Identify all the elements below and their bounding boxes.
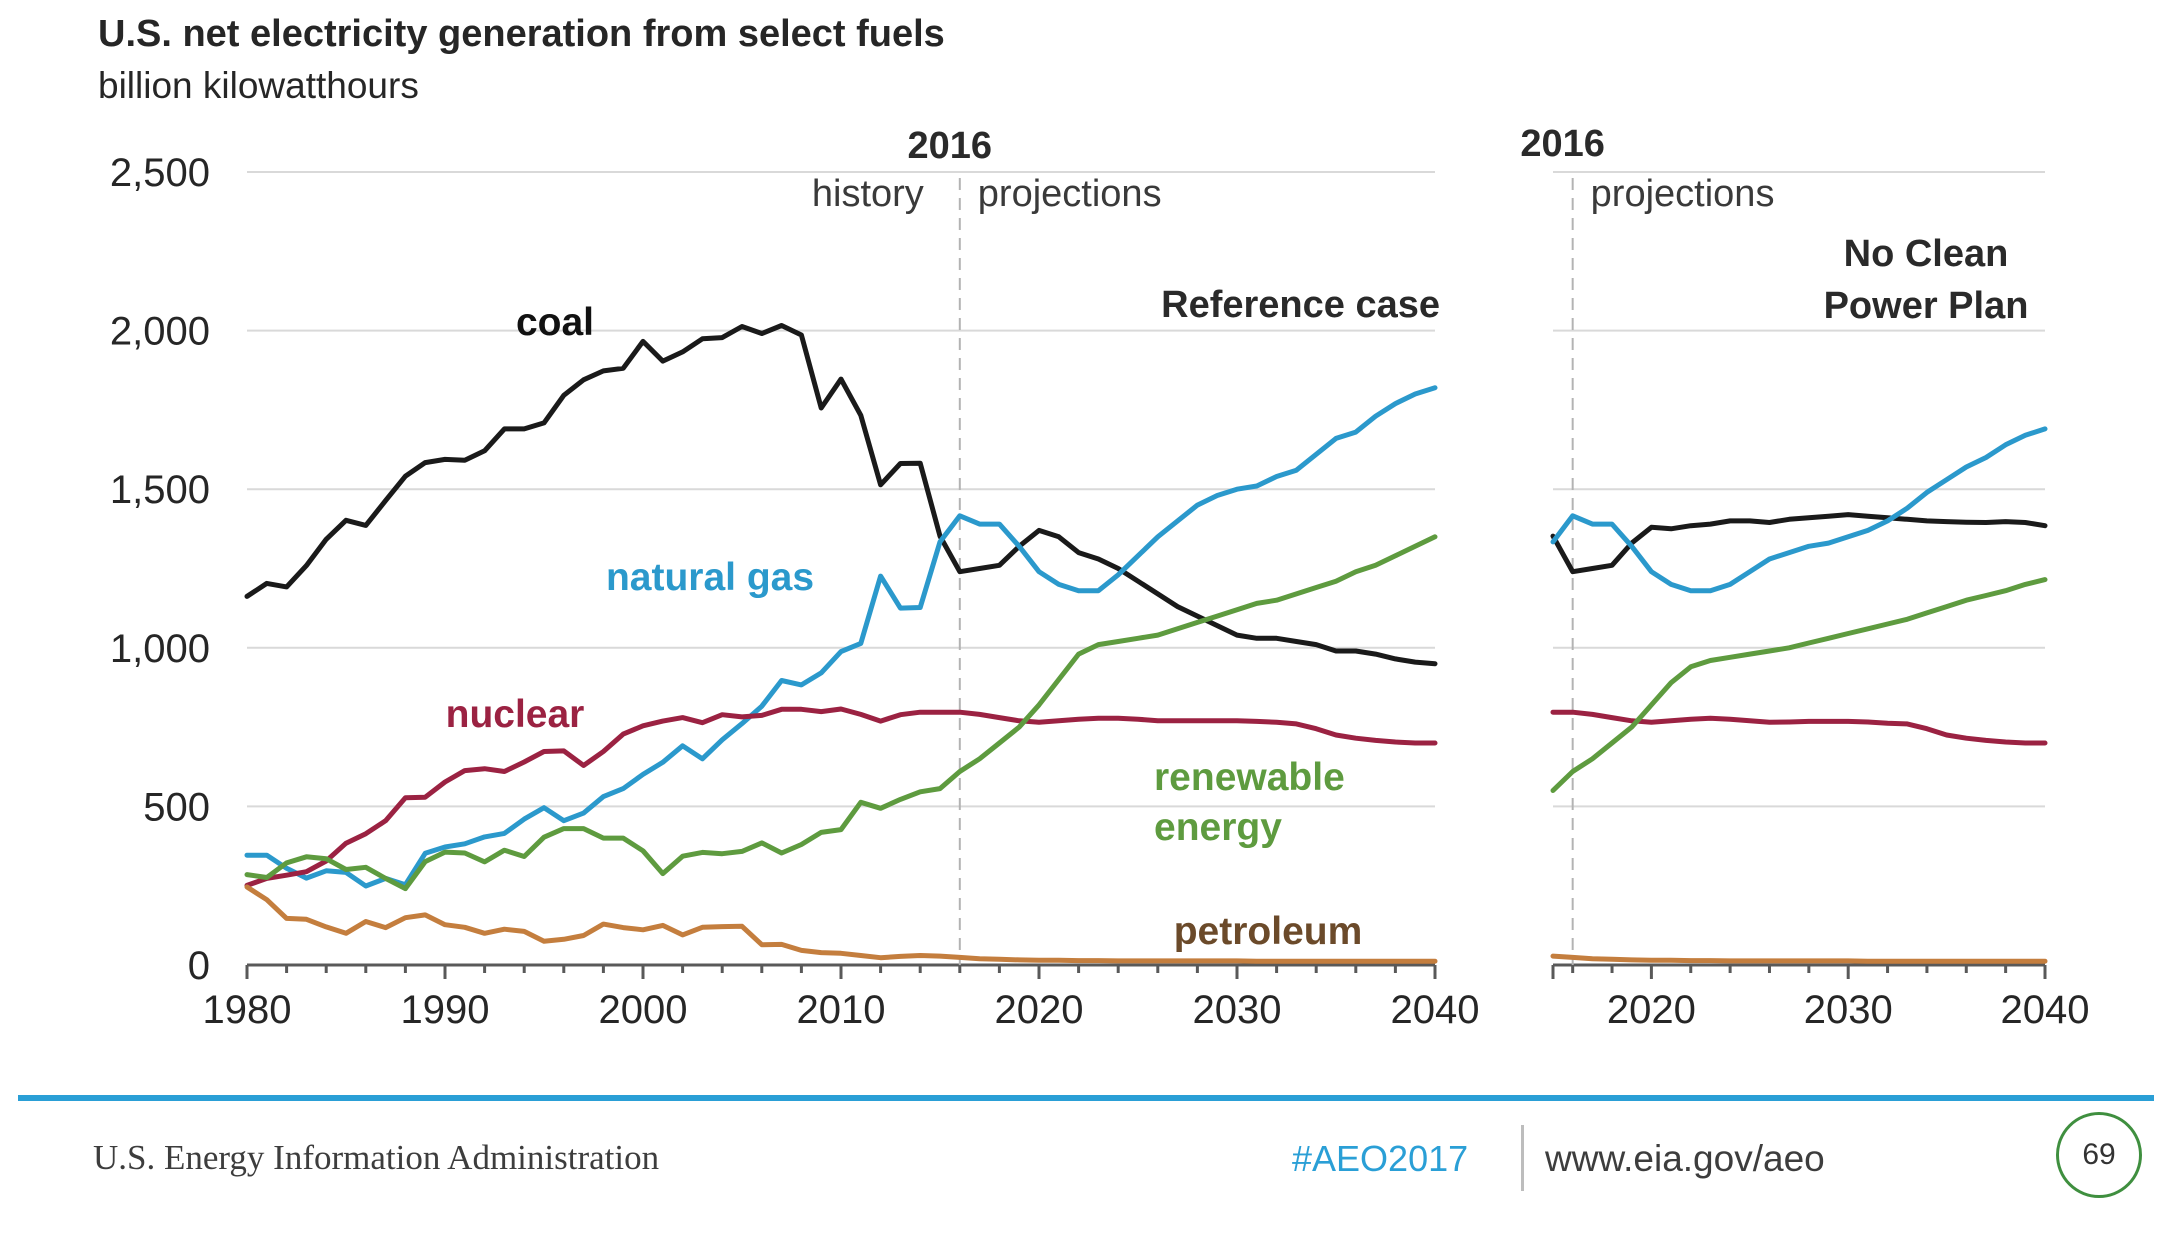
divider-year-label: 2016	[908, 125, 993, 167]
x-tick-label: 2020	[995, 988, 1084, 1032]
panel-title-line: Power Plan	[1824, 285, 2029, 327]
natural-gas-line	[244, 385, 1438, 889]
petroleum-label: petroleum	[1174, 910, 1363, 953]
renewable-label-line: energy	[1154, 806, 1282, 849]
x-tick-label: 2040	[1391, 988, 1480, 1032]
petroleum-line	[244, 884, 1438, 964]
page-number: 69	[2082, 1138, 2116, 1171]
footer-rule	[18, 1095, 2154, 1101]
x-tick-label: 1990	[401, 988, 490, 1032]
y-tick-label: 500	[143, 785, 210, 829]
history-label: history	[812, 173, 924, 215]
petroleum-line	[1550, 953, 2048, 964]
chart-title: U.S. net electricity generation from sel…	[98, 13, 945, 55]
y-tick-label: 0	[188, 944, 210, 988]
footer-separator	[1521, 1125, 1524, 1191]
panel-1-series	[1550, 426, 2048, 964]
natural-gas-label: natural gas	[606, 556, 814, 599]
coal-line	[244, 323, 1438, 667]
y-tick-label: 2,500	[110, 151, 210, 195]
coal-label: coal	[516, 301, 594, 344]
projections-label: projections	[978, 173, 1162, 215]
panel-title-line: No Clean	[1844, 233, 2009, 275]
nuclear-line	[244, 706, 1438, 888]
natural-gas-line	[1550, 426, 2048, 594]
y-tick-label: 1,500	[110, 468, 210, 512]
gridlines	[247, 171, 2045, 808]
y-tick-label: 2,000	[110, 310, 210, 354]
footer-url[interactable]: www.eia.gov/aeo	[1545, 1138, 1825, 1179]
x-tick-label: 2000	[599, 988, 688, 1032]
x-tick-label: 2010	[797, 988, 886, 1032]
chart-subtitle: billion kilowatthours	[98, 65, 419, 106]
divider-year-label: 2016	[1520, 123, 1605, 165]
footer-hashtag[interactable]: #AEO2017	[1292, 1138, 1469, 1179]
series-labels: coal natural gas nuclear petroleum renewable…	[446, 301, 1363, 953]
x-tick-label: 2030	[1804, 988, 1893, 1032]
chart-panels: 1980 1990 2000 2010 2020 2030 2040 2016 history p…	[203, 123, 2090, 1032]
nuclear-label: nuclear	[446, 693, 585, 736]
footer-agency: U.S. Energy Information Administration	[93, 1138, 660, 1177]
panel-no-clean-power-plan: 2020 2030 2040 2016 projections No Clean Power…	[1520, 123, 2089, 1032]
x-tick-label: 2020	[1607, 988, 1696, 1032]
projections-label: projections	[1591, 173, 1775, 215]
x-tick-label: 2040	[2001, 988, 2090, 1032]
panel-reference-case: 1980 1990 2000 2010 2020 2030 2040 2016 history p…	[203, 125, 1480, 1032]
x-tick-label: 2030	[1193, 988, 1282, 1032]
y-tick-label: 1,000	[110, 627, 210, 671]
x-tick-label: 1980	[203, 988, 292, 1032]
series-lines	[244, 323, 2048, 964]
renewable-line	[244, 534, 1438, 892]
y-axis-ticks: 0 500 1,000 1,500 2,000 2,500	[110, 151, 210, 988]
coal-line	[1550, 512, 2048, 575]
renewable-line	[1550, 577, 2048, 793]
panel-0-series	[244, 323, 1438, 964]
nuclear-line	[1550, 709, 2048, 746]
renewable-label-line: renewable	[1154, 756, 1345, 799]
page-number-badge: 69	[2056, 1112, 2142, 1198]
panel-title: Reference case	[1161, 284, 1440, 326]
